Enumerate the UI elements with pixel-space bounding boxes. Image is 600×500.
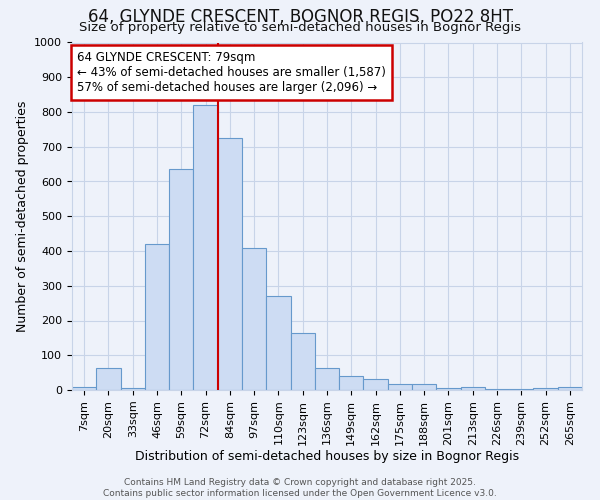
Bar (266, 296, 290, 390)
Bar (242, 248, 266, 390)
Bar (436, 388, 461, 390)
Bar (315, 368, 339, 390)
Bar (339, 376, 364, 390)
X-axis label: Distribution of semi-detached houses by size in Bognor Regis: Distribution of semi-detached houses by … (135, 450, 519, 464)
Bar (193, 105, 218, 390)
Bar (388, 384, 412, 390)
Bar (96, 368, 121, 390)
Text: Size of property relative to semi-detached houses in Bognor Regis: Size of property relative to semi-detach… (79, 21, 521, 34)
Bar (121, 388, 145, 390)
Bar (485, 389, 509, 390)
Bar (558, 387, 582, 390)
Bar (412, 384, 436, 390)
Bar (533, 388, 558, 390)
Bar (364, 378, 388, 390)
Bar (145, 244, 169, 390)
Text: 64, GLYNDE CRESCENT, BOGNOR REGIS, PO22 8HT: 64, GLYNDE CRESCENT, BOGNOR REGIS, PO22 … (88, 8, 512, 26)
Y-axis label: Number of semi-detached properties: Number of semi-detached properties (16, 100, 29, 332)
Bar (461, 386, 485, 390)
Bar (169, 170, 193, 390)
Bar (72, 387, 96, 390)
Bar (290, 332, 315, 390)
Bar (218, 138, 242, 390)
Text: Contains HM Land Registry data © Crown copyright and database right 2025.
Contai: Contains HM Land Registry data © Crown c… (103, 478, 497, 498)
Text: 64 GLYNDE CRESCENT: 79sqm
← 43% of semi-detached houses are smaller (1,587)
57% : 64 GLYNDE CRESCENT: 79sqm ← 43% of semi-… (77, 51, 386, 94)
